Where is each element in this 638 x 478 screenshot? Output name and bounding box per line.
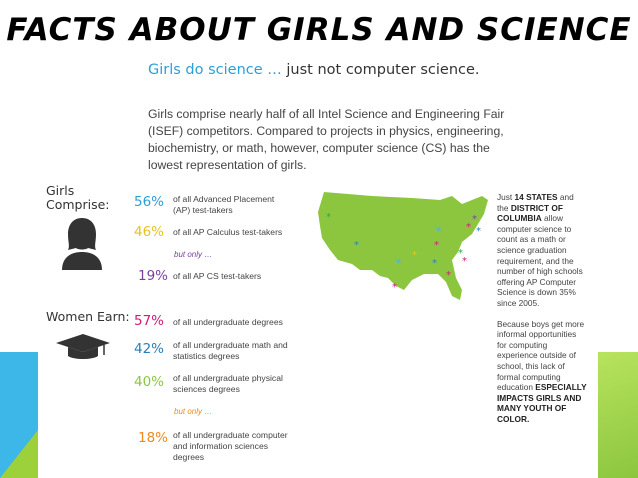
map-marker: * xyxy=(432,258,437,269)
background-green-shape-right xyxy=(598,352,638,478)
map-marker: * xyxy=(466,222,471,233)
girls-comprise-label: Girls Comprise: xyxy=(46,184,110,212)
side-text-run: Just xyxy=(497,192,515,202)
map-marker: * xyxy=(458,248,463,259)
side-text-run: allow computer science to count as a mat… xyxy=(497,213,583,308)
subtitle-part2: just not computer science. xyxy=(286,62,480,78)
map-marker: * xyxy=(396,258,401,269)
map-marker: * xyxy=(434,240,439,251)
map-marker: * xyxy=(476,226,481,237)
girls-stat-desc-1: of all Advanced Placement (AP) test-take… xyxy=(173,194,275,215)
side-text-paragraph-2: Because boys get more informal opportuni… xyxy=(497,319,587,425)
women-stat-desc-2: of all undergraduate math and statistics… xyxy=(173,340,288,361)
woman-icon xyxy=(62,218,102,270)
map-marker: * xyxy=(412,250,417,261)
girls-stat-desc-3: of all AP CS test-takers xyxy=(173,271,262,281)
page-title: FACTS ABOUT GIRLS AND SCIENCE xyxy=(6,12,632,48)
side-text-emphasis: 14 STATES xyxy=(514,192,558,202)
girls-stat-pct-2: 46% xyxy=(134,224,165,240)
map-marker: * xyxy=(462,256,467,267)
girls-stat-pct-1: 56% xyxy=(134,194,165,210)
side-text-emphasis: ESPECIALLY IMPACTS GIRLS AND MANY YOUTH … xyxy=(497,382,587,424)
map-marker: * xyxy=(446,270,451,281)
women-but-only: but only … xyxy=(174,407,213,416)
women-stat-pct-1: 57% xyxy=(134,313,165,329)
girls-stat-pct-3: 19% xyxy=(138,268,169,284)
subtitle-part1: Girls do science … xyxy=(148,62,282,78)
girls-but-only: but only … xyxy=(174,250,213,259)
women-earn-label: Women Earn: xyxy=(46,309,130,324)
women-stat-pct-3: 40% xyxy=(134,374,165,390)
usa-map-shape xyxy=(318,192,488,300)
graduation-cap-icon xyxy=(56,334,110,359)
usa-map-icon: * * * * * * * * * * * * * * xyxy=(318,192,488,300)
women-stat-desc-1: of all undergraduate degrees xyxy=(173,317,283,327)
women-stat-pct-2: 42% xyxy=(134,341,165,357)
side-text: Just 14 STATES and the DISTRICT OF COLUM… xyxy=(497,192,587,434)
women-stat-desc-3: of all undergraduate physical sciences d… xyxy=(173,373,283,394)
girls-stat-desc-2: of all AP Calculus test-takers xyxy=(173,227,283,237)
side-text-emphasis: DISTRICT OF COLUMBIA xyxy=(497,202,563,224)
intro-paragraph: Girls comprise nearly half of all Intel … xyxy=(148,107,505,172)
women-stat-pct-4: 18% xyxy=(138,430,169,446)
side-text-paragraph-1: Just 14 STATES and the DISTRICT OF COLUM… xyxy=(497,192,587,309)
women-stat-desc-4: of all undergraduate computer and inform… xyxy=(173,430,288,462)
map-marker: * xyxy=(392,282,397,293)
map-marker: * xyxy=(436,226,441,237)
girls-label-line2: Comprise: xyxy=(46,197,110,212)
background-green-shape-left xyxy=(0,430,38,478)
map-marker: * xyxy=(326,212,331,223)
side-text-run: Because boys get more informal opportuni… xyxy=(497,318,585,393)
map-marker: * xyxy=(472,214,477,225)
side-text-run: and the xyxy=(497,192,574,213)
subtitle: Girls do science … just not computer sci… xyxy=(148,62,480,78)
map-marker: * xyxy=(354,240,359,251)
girls-label-line1: Girls xyxy=(46,183,75,198)
